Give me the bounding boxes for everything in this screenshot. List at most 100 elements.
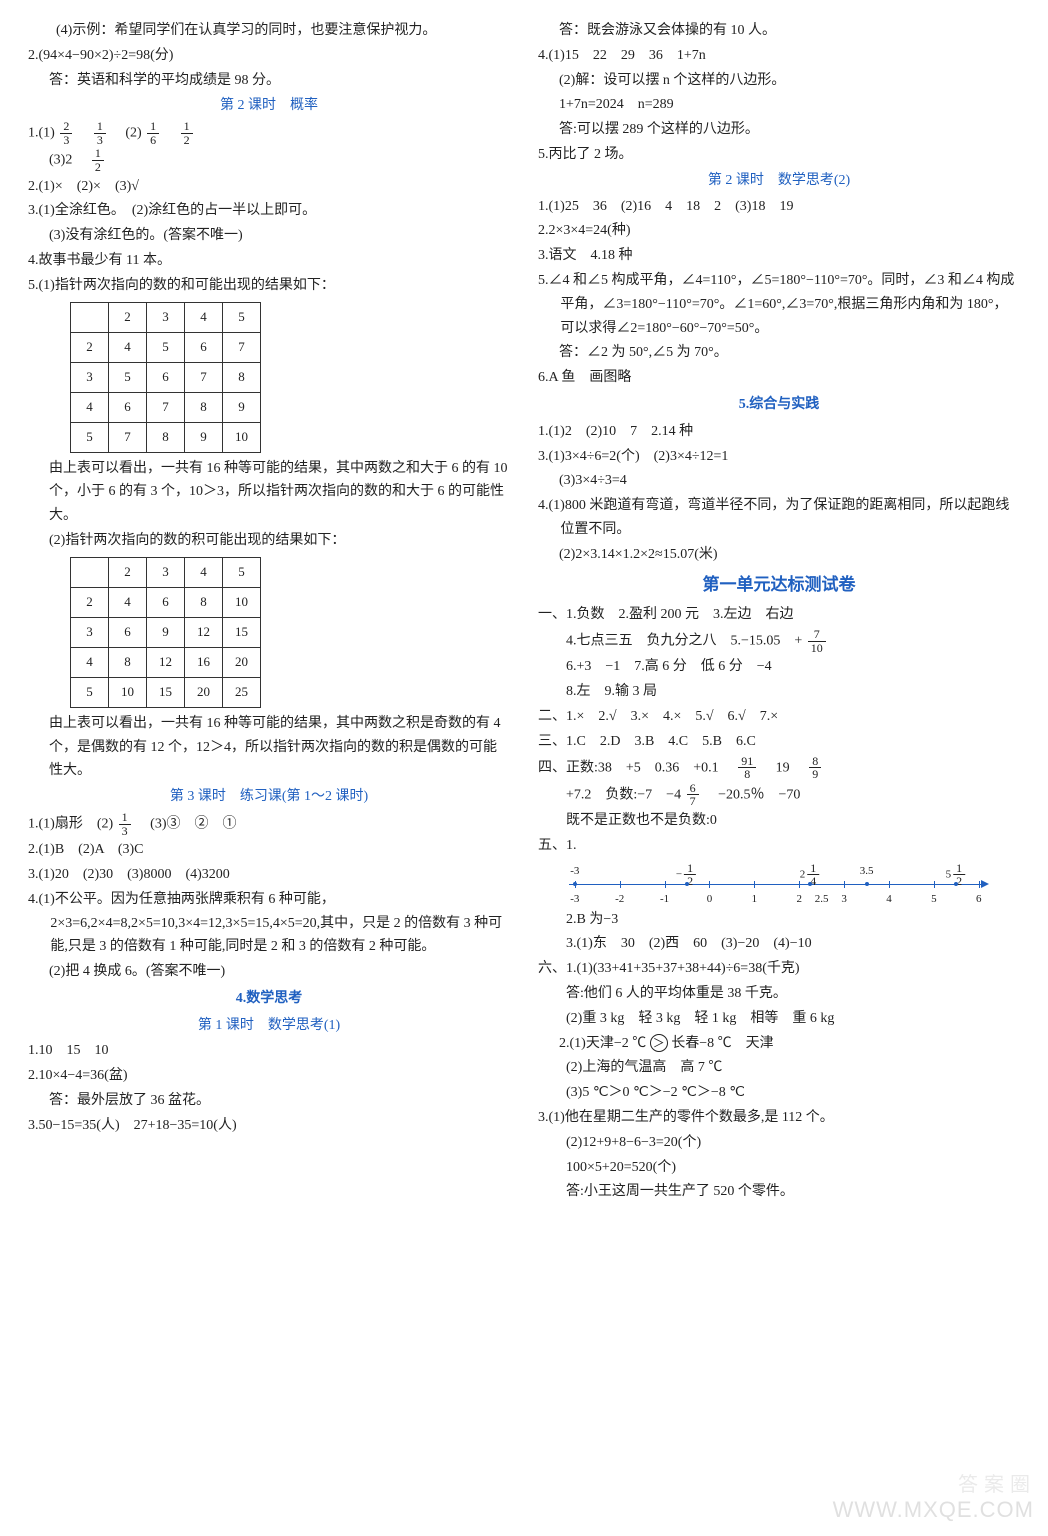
table-cell: 15 bbox=[147, 677, 185, 707]
text: 1.(1) 23 13 (2) 16 12 bbox=[28, 120, 510, 146]
table-cell: 7 bbox=[185, 362, 223, 392]
label: −20.5％ −70 bbox=[704, 787, 800, 802]
text: 二、1.× 2.√ 3.× 4.× 5.√ 6.√ 7.× bbox=[538, 705, 1020, 729]
label: 2.(1)天津−2 ℃ bbox=[559, 1036, 646, 1051]
label: 4.七点三五 负九分之八 5.−15.05 + bbox=[566, 634, 802, 649]
table-cell: 4 bbox=[71, 392, 109, 422]
text: 答：∠2 为 50°,∠5 为 70°。 bbox=[538, 341, 1020, 365]
tick-label: -2 bbox=[615, 890, 624, 909]
fraction: 16 bbox=[147, 120, 159, 146]
table-cell: 7 bbox=[223, 332, 261, 362]
text: +7.2 负数:−7 −4 67 −20.5％ −70 bbox=[538, 782, 1020, 808]
axis-line bbox=[569, 884, 983, 885]
point-marker bbox=[865, 882, 869, 886]
text: 2.(1)B (2)A (3)C bbox=[28, 838, 510, 862]
table-cell: 8 bbox=[147, 422, 185, 452]
fraction: 12 bbox=[181, 120, 193, 146]
text: 3.语文 4.18 种 bbox=[538, 244, 1020, 268]
point-label: 3.5 bbox=[860, 862, 874, 881]
text: 1.10 15 10 bbox=[28, 1039, 510, 1063]
table-header-cell: 4 bbox=[185, 557, 223, 587]
text: 既不是正数也不是负数:0 bbox=[538, 809, 1020, 833]
watermark-url: WWW.MXQE.COM bbox=[833, 1491, 1034, 1528]
text: 4.故事书最少有 11 本。 bbox=[28, 249, 510, 273]
text: (3)没有涂红色的。(答案不唯一) bbox=[28, 224, 510, 248]
circled-gt-icon: ＞ bbox=[650, 1034, 668, 1052]
table-cell: 20 bbox=[223, 647, 261, 677]
text: 答：英语和科学的平均成绩是 98 分。 bbox=[28, 69, 510, 93]
tick bbox=[665, 881, 666, 888]
table-cell: 15 bbox=[223, 617, 261, 647]
text: 3.(1)20 (2)30 (3)8000 (4)3200 bbox=[28, 863, 510, 887]
sum-table: 2345245673567846789578910 bbox=[70, 302, 261, 453]
text: (2)2×3.14×1.2×2≈15.07(米) bbox=[538, 543, 1020, 567]
text: (2)上海的气温高 高 7 ℃ bbox=[538, 1056, 1020, 1080]
table-cell: 5 bbox=[109, 362, 147, 392]
table-cell: 8 bbox=[185, 587, 223, 617]
table-cell: 6 bbox=[109, 392, 147, 422]
label: 五、1. bbox=[538, 838, 577, 853]
table-cell: 12 bbox=[185, 617, 223, 647]
table-cell: 3 bbox=[71, 362, 109, 392]
table-cell: 5 bbox=[71, 422, 109, 452]
text: 3.50−15=35(人) 27+18−35=10(人) bbox=[28, 1114, 510, 1138]
table-header-cell: 3 bbox=[147, 557, 185, 587]
table-cell: 5 bbox=[71, 677, 109, 707]
table-cell: 6 bbox=[147, 587, 185, 617]
text: 2.B 为−3 bbox=[538, 908, 1020, 932]
tick-label: 5 bbox=[931, 890, 937, 909]
text: 2.(1)天津−2 ℃ ＞ 长春−8 ℃ 天津 bbox=[538, 1032, 1020, 1056]
table-cell: 2 bbox=[71, 332, 109, 362]
fraction: 13 bbox=[94, 120, 106, 146]
text: 4.(1)800 米跑道有弯道，弯道半径不同，为了保证跑的距离相同，所以起跑线位… bbox=[538, 494, 1020, 542]
table-header-cell: 2 bbox=[109, 557, 147, 587]
tick-label: -1 bbox=[660, 890, 669, 909]
text: 3.(1)他在星期二生产的零件个数最多,是 112 个。 bbox=[538, 1106, 1020, 1130]
label: 1.(1) bbox=[28, 126, 55, 141]
table-cell: 12 bbox=[147, 647, 185, 677]
table-header-cell bbox=[71, 302, 109, 332]
table-cell: 20 bbox=[185, 677, 223, 707]
text: (2)解：设可以摆 n 个这样的八边形。 bbox=[538, 69, 1020, 93]
tick-label: 2 bbox=[796, 890, 802, 909]
fraction: 710 bbox=[808, 628, 826, 654]
table-cell: 4 bbox=[109, 587, 147, 617]
label: +7.2 负数:−7 −4 bbox=[566, 787, 681, 802]
text: 由上表可以看出，一共有 16 种等可能的结果，其中两数之积是奇数的有 4 个，是… bbox=[28, 712, 510, 783]
table-cell: 25 bbox=[223, 677, 261, 707]
tick-label: 3 bbox=[841, 890, 847, 909]
table-cell: 6 bbox=[147, 362, 185, 392]
text: (2)把 4 换成 6。(答案不唯一) bbox=[28, 960, 510, 984]
table-cell: 9 bbox=[185, 422, 223, 452]
table-header-cell: 5 bbox=[223, 302, 261, 332]
point-marker bbox=[573, 882, 577, 886]
tick bbox=[889, 881, 890, 888]
table-cell: 10 bbox=[223, 422, 261, 452]
text: (2)重 3 kg 轻 3 kg 轻 1 kg 相等 重 6 kg bbox=[538, 1007, 1020, 1031]
tick bbox=[844, 881, 845, 888]
table-cell: 16 bbox=[185, 647, 223, 677]
tick bbox=[754, 881, 755, 888]
lesson-title: 第 3 课时 练习课(第 1～2 课时) bbox=[28, 785, 510, 809]
lesson-title: 第 2 课时 概率 bbox=[28, 94, 510, 118]
text: 一、1.负数 2.盈利 200 元 3.左边 右边 bbox=[538, 603, 1020, 627]
point-label: -3 bbox=[570, 862, 579, 881]
text: 由上表可以看出，一共有 16 种等可能的结果，其中两数之和大于 6 的有 10 … bbox=[28, 457, 510, 528]
number-line: -3-2-10122.53456-3−122143.5512 bbox=[569, 862, 989, 906]
text: 3.(1)东 30 (2)西 60 (3)−20 (4)−10 bbox=[538, 932, 1020, 956]
text: 2.10×4−4=36(盆) bbox=[28, 1064, 510, 1088]
fraction: 12 bbox=[92, 147, 104, 173]
text: 2.(1)× (2)× (3)√ bbox=[28, 175, 510, 199]
lesson-title: 第 1 课时 数学思考(1) bbox=[28, 1014, 510, 1038]
right-column: 答：既会游泳又会体操的有 10 人。 4.(1)15 22 29 36 1+7n… bbox=[538, 18, 1020, 1205]
text: 5.∠4 和∠5 构成平角，∠4=110°，∠5=180°−110°=70°。同… bbox=[538, 269, 1020, 340]
text: 四、正数:38 +5 0.36 +0.1 918 19 89 bbox=[538, 755, 1020, 781]
table-header-cell: 5 bbox=[223, 557, 261, 587]
text: 三、1.C 2.D 3.B 4.C 5.B 6.C bbox=[538, 730, 1020, 754]
arrow-icon bbox=[981, 880, 989, 888]
label: (3)2 bbox=[49, 153, 72, 168]
tick-label: 6 bbox=[976, 890, 982, 909]
text: (2)指针两次指向的数的积可能出现的结果如下： bbox=[28, 529, 510, 553]
table-cell: 5 bbox=[147, 332, 185, 362]
text: (2)12+9+8−6−3=20(个) bbox=[538, 1131, 1020, 1155]
